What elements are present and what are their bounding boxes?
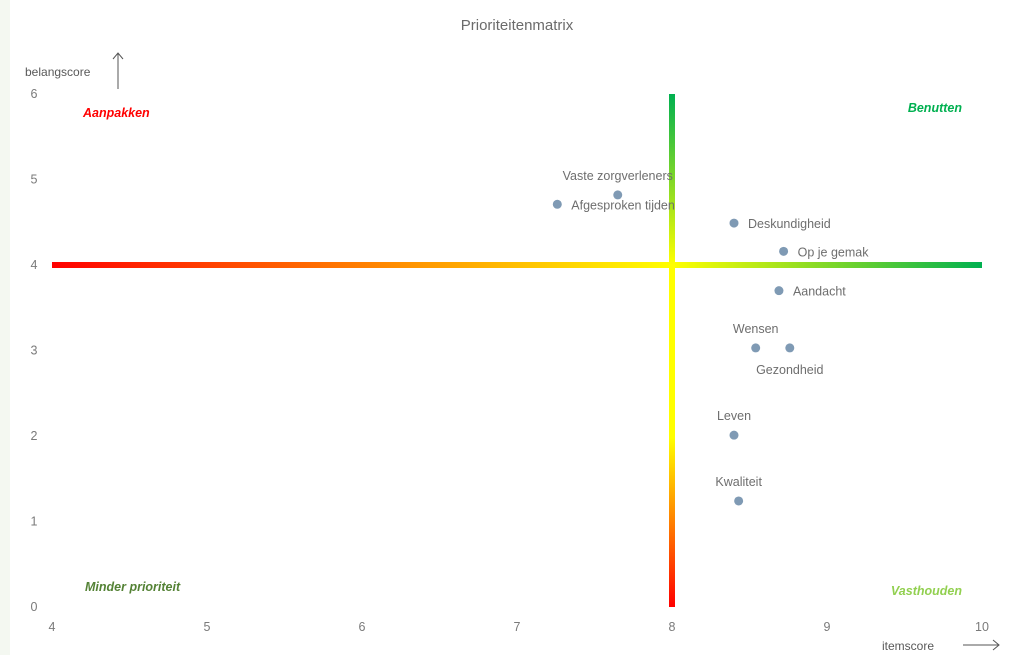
y-tick-label: 3: [31, 344, 38, 358]
data-point: [729, 430, 739, 440]
data-point: [779, 246, 789, 256]
data-point: [774, 286, 784, 296]
y-axis-arrow-icon: [112, 52, 124, 89]
chart-panel: Prioriteitenmatrix 0 1 2 3 4 5 6 4 5 6 7 8 9 10 bela…: [10, 0, 1021, 655]
data-point: [751, 343, 761, 353]
x-tick-label: 4: [49, 620, 56, 634]
quadrant-label: Aanpakken: [82, 106, 150, 120]
data-point: [613, 190, 623, 200]
y-tick-label: 4: [31, 258, 38, 272]
x-tick-label: 6: [359, 620, 366, 634]
data-label: Afgesproken tijden: [571, 198, 675, 212]
x-tick-label: 9: [824, 620, 831, 634]
x-tick-label: 7: [514, 620, 521, 634]
x-axis-arrow-icon: [963, 639, 1000, 651]
x-axis-ticks: 4 5 6 7 8 9 10: [49, 620, 989, 634]
data-label: Vaste zorgverleners: [563, 169, 673, 183]
chart-title: Prioriteitenmatrix: [461, 17, 574, 34]
quadrant-dividers: [52, 94, 982, 607]
quadrant-label: Minder prioriteit: [85, 580, 181, 594]
x-tick-label: 10: [975, 620, 989, 634]
horizontal-divider: [52, 262, 982, 268]
data-label: Aandacht: [793, 285, 846, 299]
data-points: Vaste zorgverleners Afgesproken tijden Des…: [552, 169, 870, 506]
data-point: [734, 496, 744, 506]
quadrant-label: Benutten: [908, 101, 963, 115]
quadrant-labels: Aanpakken Benutten Minder prioriteit Vastho…: [82, 101, 962, 598]
y-tick-label: 6: [31, 87, 38, 101]
quadrant-label: Vasthouden: [891, 584, 962, 598]
x-axis-label: itemscore: [882, 639, 934, 653]
data-label: Kwaliteit: [715, 475, 762, 489]
data-label: Gezondheid: [756, 363, 823, 377]
y-axis-label: belangscore: [25, 65, 91, 79]
data-label: Deskundigheid: [748, 217, 831, 231]
x-tick-label: 5: [204, 620, 211, 634]
y-tick-label: 5: [31, 173, 38, 187]
data-point: [552, 199, 562, 209]
x-tick-label: 8: [669, 620, 676, 634]
data-point: [785, 343, 795, 353]
priority-matrix-chart: Prioriteitenmatrix 0 1 2 3 4 5 6 4 5 6 7 8 9 10 bela…: [25, 17, 1000, 653]
data-label: Wensen: [733, 322, 779, 336]
data-label: Leven: [717, 409, 751, 423]
y-tick-label: 0: [31, 600, 38, 614]
y-axis-ticks: 0 1 2 3 4 5 6: [31, 87, 38, 614]
data-point: [729, 218, 739, 228]
vertical-divider: [669, 94, 675, 607]
y-tick-label: 2: [31, 429, 38, 443]
data-label: Op je gemak: [798, 245, 870, 259]
y-tick-label: 1: [31, 515, 38, 529]
